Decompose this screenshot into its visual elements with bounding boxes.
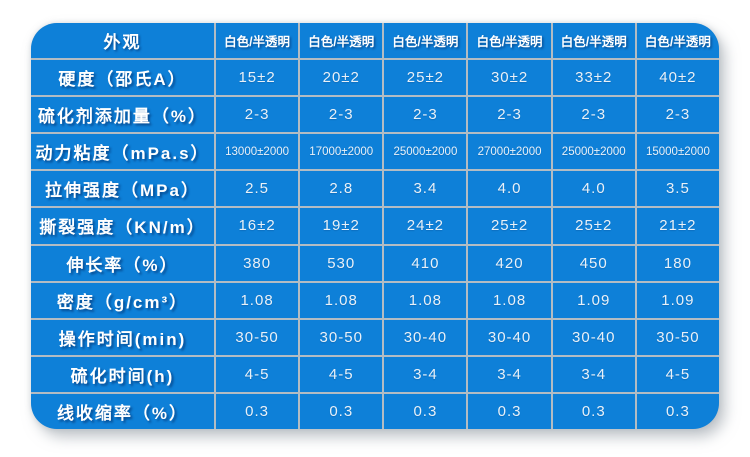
cell-value: 15000±2000 [636, 134, 719, 170]
cell-value: 2.8 [300, 171, 383, 207]
table-corner-label: 外观 [31, 23, 214, 59]
cell-value: 20±2 [300, 60, 383, 96]
cell-value: 420 [468, 245, 551, 281]
row-label: 伸长率（%） [31, 245, 214, 281]
header-cell: 白色/半透明 [636, 23, 719, 59]
header-cell: 白色/半透明 [300, 23, 383, 59]
cell-value: 2-3 [300, 97, 383, 133]
cell-value: 4-5 [636, 356, 719, 392]
cell-value: 0.3 [300, 393, 383, 429]
cell-value: 30-50 [636, 319, 719, 355]
cell-value: 4-5 [300, 356, 383, 392]
cell-value: 40±2 [636, 60, 719, 96]
header-cell: 白色/半透明 [468, 23, 551, 59]
cell-value: 1.09 [552, 282, 635, 318]
cell-value: 1.08 [216, 282, 299, 318]
row-label: 硫化剂添加量（%） [31, 97, 214, 133]
cell-value: 180 [636, 245, 719, 281]
cell-value: 17000±2000 [300, 134, 383, 170]
header-cell: 白色/半透明 [216, 23, 299, 59]
cell-value: 380 [216, 245, 299, 281]
row-label: 拉伸强度（MPa） [31, 171, 214, 207]
header-cell: 白色/半透明 [384, 23, 467, 59]
cell-value: 1.09 [636, 282, 719, 318]
row-label: 硫化时间(h) [31, 356, 214, 392]
cell-value: 16±2 [216, 208, 299, 244]
cell-value: 3-4 [552, 356, 635, 392]
cell-value: 1.08 [468, 282, 551, 318]
cell-value: 30-40 [552, 319, 635, 355]
cell-value: 33±2 [552, 60, 635, 96]
cell-value: 21±2 [636, 208, 719, 244]
row-label: 硬度（邵氏A） [31, 60, 214, 96]
cell-value: 3-4 [384, 356, 467, 392]
cell-value: 15±2 [216, 60, 299, 96]
cell-value: 3.4 [384, 171, 467, 207]
cell-value: 2-3 [636, 97, 719, 133]
cell-value: 4-5 [216, 356, 299, 392]
cell-value: 1.08 [300, 282, 383, 318]
cell-value: 27000±2000 [468, 134, 551, 170]
cell-value: 25000±2000 [384, 134, 467, 170]
cell-value: 2-3 [216, 97, 299, 133]
cell-value: 30-40 [468, 319, 551, 355]
cell-value: 530 [300, 245, 383, 281]
cell-value: 0.3 [552, 393, 635, 429]
spec-table-card: 外观 白色/半透明 白色/半透明 白色/半透明 白色/半透明 白色/半透明 白色/半透明 硬度… [31, 23, 719, 429]
cell-value: 3-4 [468, 356, 551, 392]
cell-value: 0.3 [468, 393, 551, 429]
cell-value: 2-3 [552, 97, 635, 133]
cell-value: 24±2 [384, 208, 467, 244]
cell-value: 1.08 [384, 282, 467, 318]
cell-value: 30-40 [384, 319, 467, 355]
cell-value: 19±2 [300, 208, 383, 244]
cell-value: 4.0 [552, 171, 635, 207]
cell-value: 30-50 [216, 319, 299, 355]
cell-value: 25000±2000 [552, 134, 635, 170]
row-label: 密度（g/cm³） [31, 282, 214, 318]
cell-value: 0.3 [384, 393, 467, 429]
cell-value: 3.5 [636, 171, 719, 207]
header-cell: 白色/半透明 [552, 23, 635, 59]
row-label: 线收缩率（%） [31, 393, 214, 429]
cell-value: 2-3 [468, 97, 551, 133]
row-label: 操作时间(min) [31, 319, 214, 355]
cell-value: 25±2 [552, 208, 635, 244]
cell-value: 13000±2000 [216, 134, 299, 170]
cell-value: 2.5 [216, 171, 299, 207]
cell-value: 450 [552, 245, 635, 281]
cell-value: 0.3 [636, 393, 719, 429]
cell-value: 4.0 [468, 171, 551, 207]
row-label: 撕裂强度（KN/m） [31, 208, 214, 244]
cell-value: 0.3 [216, 393, 299, 429]
cell-value: 2-3 [384, 97, 467, 133]
cell-value: 25±2 [384, 60, 467, 96]
cell-value: 30±2 [468, 60, 551, 96]
cell-value: 30-50 [300, 319, 383, 355]
cell-value: 410 [384, 245, 467, 281]
cell-value: 25±2 [468, 208, 551, 244]
row-label: 动力粘度（mPa.s） [31, 134, 214, 170]
